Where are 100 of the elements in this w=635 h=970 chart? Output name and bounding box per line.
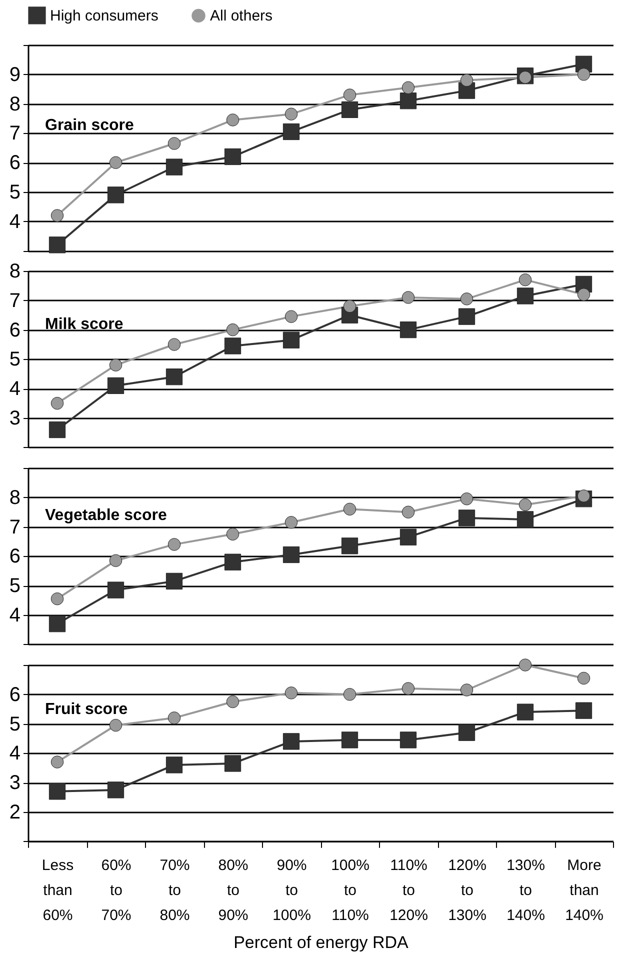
point <box>577 68 590 81</box>
point <box>48 421 66 438</box>
point <box>400 528 417 546</box>
x-tick-label: 60% to 70% <box>101 856 132 924</box>
point <box>343 502 356 516</box>
point <box>343 88 356 102</box>
point <box>107 377 124 394</box>
point <box>402 81 415 94</box>
y-tick-label: 3 <box>9 408 20 430</box>
point <box>518 273 532 286</box>
point <box>107 582 124 598</box>
y-tick-label: 4 <box>9 604 20 626</box>
point <box>109 156 122 169</box>
y-tick-label: 8 <box>9 486 20 509</box>
y-tick-label: 9 <box>9 64 20 86</box>
point <box>516 511 534 528</box>
point <box>402 291 415 304</box>
y-tick-label: 5 <box>9 182 20 204</box>
y-tick-label: 6 <box>9 684 20 706</box>
point <box>107 186 124 204</box>
y-tick-label: 6 <box>9 152 20 174</box>
point <box>166 368 183 386</box>
point <box>284 108 298 120</box>
y-tick-label: 5 <box>9 575 20 598</box>
point <box>284 516 298 529</box>
y-tick-label: 5 <box>9 713 20 736</box>
point <box>516 704 534 720</box>
point <box>282 733 300 750</box>
point <box>109 554 122 567</box>
point <box>50 756 64 768</box>
point <box>109 718 122 732</box>
y-tick-label: 7 <box>9 290 20 312</box>
point <box>282 332 300 348</box>
point <box>577 672 590 685</box>
point <box>48 783 66 800</box>
point <box>166 756 183 774</box>
point <box>402 682 415 695</box>
point <box>166 158 183 176</box>
point <box>107 782 124 798</box>
legend-label: All others <box>210 8 273 25</box>
point <box>284 310 298 323</box>
point <box>460 492 474 506</box>
point <box>48 236 66 254</box>
point <box>458 510 476 526</box>
point <box>458 308 476 325</box>
y-tick-label: 2 <box>9 802 20 824</box>
point <box>168 137 181 150</box>
point <box>224 554 242 570</box>
point <box>166 572 183 590</box>
x-tick-label: 130% to 140% <box>506 856 545 924</box>
point <box>516 288 534 304</box>
point <box>168 338 181 351</box>
point <box>518 658 532 672</box>
x-tick-label: 70% to 80% <box>160 856 190 924</box>
point <box>400 732 417 748</box>
legend-label: High consumers <box>50 7 158 24</box>
point <box>343 688 356 701</box>
point <box>224 755 242 772</box>
point <box>168 538 181 551</box>
point <box>460 74 474 87</box>
point <box>460 684 474 696</box>
point <box>224 338 242 354</box>
x-tick-label: 80% to 90% <box>218 856 248 924</box>
text: Milk score <box>45 316 124 333</box>
point <box>224 148 242 166</box>
point <box>168 712 181 724</box>
point <box>50 209 64 222</box>
y-tick-label: 6 <box>9 546 20 568</box>
point <box>282 123 300 140</box>
point <box>109 358 122 372</box>
y-tick-label: 7 <box>9 516 20 538</box>
y-tick-label: 3 <box>9 772 20 794</box>
point <box>48 616 66 632</box>
point <box>575 702 592 719</box>
point <box>341 538 358 554</box>
point <box>50 592 64 606</box>
y-tick-label: 4 <box>9 210 20 233</box>
point <box>341 732 358 748</box>
point <box>282 546 300 564</box>
point <box>226 323 240 336</box>
y-tick-label: 6 <box>9 319 20 342</box>
point <box>400 92 417 110</box>
x-tick-label: More than 140% <box>565 856 604 924</box>
point <box>226 528 240 541</box>
point <box>50 396 64 410</box>
text: Fruit score <box>45 701 128 718</box>
y-tick-label: 5 <box>9 348 20 371</box>
x-tick-label: 120% to 130% <box>448 856 486 924</box>
point <box>226 114 240 126</box>
x-tick-label: 110% to 120% <box>390 856 428 924</box>
point <box>341 101 358 118</box>
y-tick-label: 4 <box>9 742 20 765</box>
point <box>458 724 476 741</box>
point <box>460 292 474 306</box>
y-tick-label: 7 <box>9 122 20 145</box>
x-tick-label: Less than 60% <box>42 856 74 924</box>
point <box>402 506 415 518</box>
x-axis-title: Percent of energy RDA <box>234 932 410 952</box>
point <box>226 695 240 708</box>
point <box>577 288 590 301</box>
